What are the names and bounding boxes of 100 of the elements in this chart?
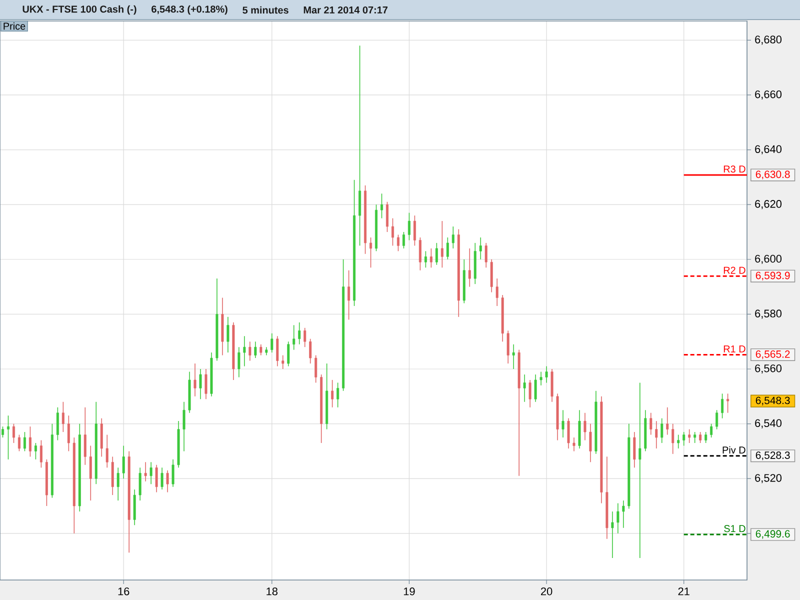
x-tick-label: 20 <box>540 588 552 596</box>
candlestick <box>534 374 537 402</box>
candlestick <box>7 415 10 460</box>
candlestick <box>348 270 350 320</box>
candlestick <box>611 511 614 558</box>
candlestick <box>721 393 724 419</box>
candlestick <box>166 470 169 493</box>
candlestick <box>194 363 196 397</box>
candlestick <box>67 415 70 452</box>
candlestick <box>254 341 257 358</box>
candlestick <box>270 332 274 353</box>
candlestick <box>694 432 696 444</box>
text: 5 minutes <box>242 6 288 14</box>
candlestick <box>496 278 498 306</box>
x-tick-label: 21 <box>678 588 690 596</box>
candlestick <box>260 344 262 356</box>
y-tick-label: 6,620 <box>755 200 782 210</box>
candlestick <box>402 232 405 249</box>
candlestick <box>34 442 37 460</box>
text: Mar 21 2014 07:17 <box>304 6 388 14</box>
ref-line-label: Piv D <box>722 446 746 454</box>
candlestick <box>562 410 564 438</box>
y-tick-label: 6,660 <box>755 90 782 100</box>
candlestick <box>452 226 454 249</box>
y2-tick-label: 6,630.8 <box>756 170 790 180</box>
ref-line-label: R2 D <box>724 266 746 274</box>
candlestick <box>386 201 388 232</box>
ref-line-label: R1 D <box>724 345 746 352</box>
candlestick <box>716 410 718 430</box>
candlestick <box>413 215 416 246</box>
candlestick <box>304 327 306 348</box>
candlestick <box>633 432 636 468</box>
candlestick <box>688 428 691 444</box>
candlestick <box>298 322 301 345</box>
candlestick <box>370 237 372 268</box>
candlestick <box>314 354 318 384</box>
candlestick <box>276 336 279 367</box>
candlestick <box>584 412 586 441</box>
candlestick <box>287 341 290 367</box>
x-tick-label: 19 <box>404 588 415 596</box>
candlestick <box>446 237 449 260</box>
y2-tick-label: 6,593.9 <box>756 272 790 280</box>
candlestick <box>540 371 542 386</box>
x-tick-label: 16 <box>118 588 130 596</box>
chart-subtitle: 6,548.3 (+0.18%) <box>152 5 228 15</box>
candlestick <box>682 432 686 446</box>
ref-line-label: R3 D <box>724 166 746 173</box>
candlestick <box>18 434 20 452</box>
y2-tick-label: 6,528.3 <box>756 452 790 460</box>
y2-tick-label: 6,548.3 <box>756 396 790 406</box>
chart-title: UKX - FTSE 100 Cash (-) <box>22 5 136 15</box>
candlestick <box>56 406 59 441</box>
candlestick <box>204 368 208 400</box>
candlestick <box>144 462 147 482</box>
y2-tick-label: 6,565.2 <box>756 350 790 360</box>
candlestick <box>182 401 186 452</box>
candlestick <box>545 366 548 384</box>
candlestick <box>122 445 125 479</box>
candlestick <box>40 440 42 468</box>
candlestick <box>424 250 427 268</box>
candlestick <box>84 406 86 466</box>
candlestick <box>479 237 482 260</box>
candlestick <box>650 412 652 436</box>
x-tick-label: 18 <box>266 588 278 596</box>
candlestick <box>430 248 432 268</box>
candlestick <box>435 242 438 266</box>
candlestick <box>440 220 444 268</box>
candlestick <box>238 346 240 378</box>
candlestick <box>512 344 515 370</box>
candlestick <box>380 193 383 219</box>
candlestick <box>468 248 471 288</box>
y-tick-label: 6,600 <box>755 254 782 264</box>
candlestick <box>699 432 702 444</box>
candlestick <box>484 242 488 268</box>
candlestick <box>567 418 570 449</box>
y-axis-title: Price <box>4 22 26 30</box>
y-tick-label: 6,560 <box>755 364 782 374</box>
candlestick <box>655 420 658 449</box>
candlestick <box>106 434 108 468</box>
candlestick <box>336 382 340 408</box>
candlestick <box>638 382 642 558</box>
candlestick <box>528 380 532 408</box>
candlestick <box>89 445 92 501</box>
candlestick <box>155 464 158 493</box>
candlestick <box>616 502 620 534</box>
candlestick <box>396 234 400 252</box>
candlestick <box>248 341 252 362</box>
candlestick <box>292 324 296 350</box>
candlestick <box>672 423 674 454</box>
y-tick-label: 6,520 <box>755 474 782 484</box>
candlestick <box>226 316 230 353</box>
candlestick <box>408 212 410 241</box>
candlestick <box>506 330 510 364</box>
candlestick <box>710 423 713 438</box>
y2-tick-label: 6,499.6 <box>756 530 790 539</box>
candlestick <box>282 354 284 370</box>
candlestick <box>660 418 664 444</box>
candlestick <box>150 462 152 484</box>
candlestick <box>116 467 120 501</box>
y-tick-label: 6,640 <box>755 145 782 154</box>
